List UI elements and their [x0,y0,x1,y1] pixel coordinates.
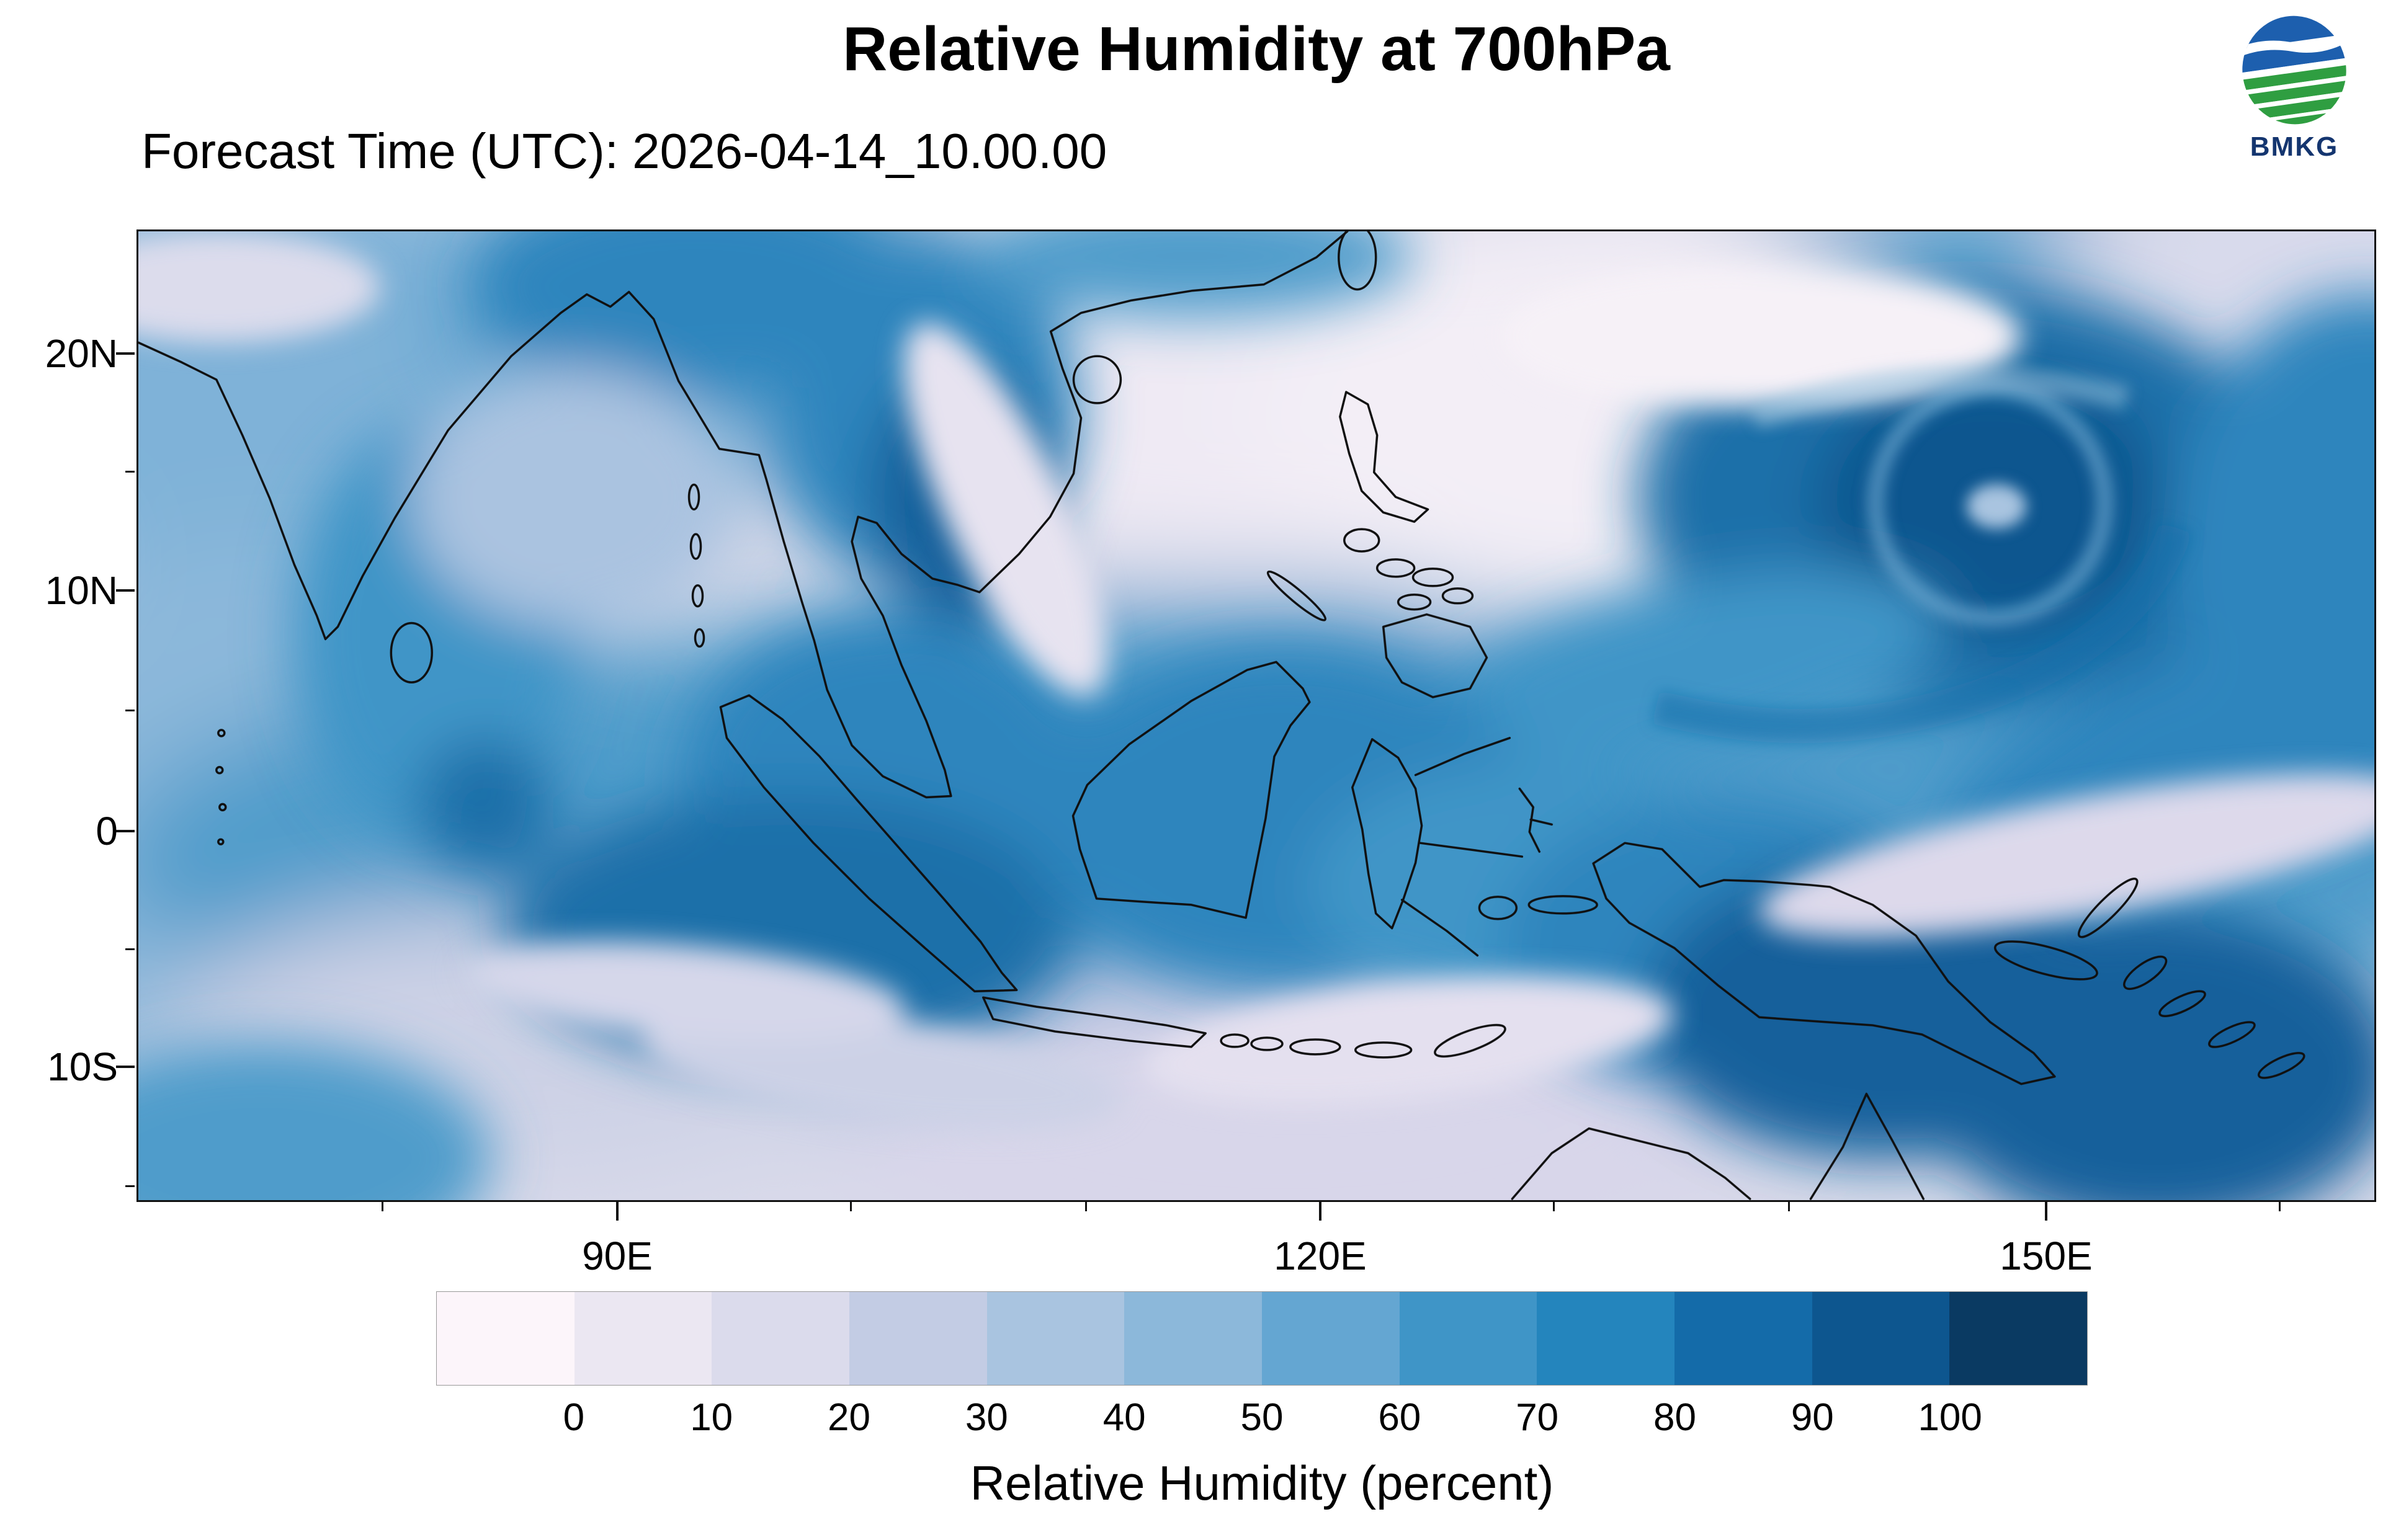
lat-tick [116,830,135,832]
colorbar-swatch [1537,1292,1675,1385]
lon-label-90e: 90E [582,1234,653,1278]
colorbar-swatch [1124,1292,1263,1385]
colorbar-tick: 10 [690,1396,733,1439]
humidity-filaments [138,231,2374,1132]
colorbar-tick: 100 [1918,1396,1982,1439]
lat-label-10s: 10S [47,1044,118,1089]
colorbar-swatch [1262,1292,1400,1385]
lon-minor-tick [1553,1202,1555,1211]
lon-tick [616,1202,619,1221]
colorbar-tick: 90 [1791,1396,1834,1439]
lat-minor-tick [125,948,135,950]
lon-minor-tick [850,1202,852,1211]
lon-minor-tick [2279,1202,2281,1211]
colorbar-swatch [1812,1292,1950,1385]
lat-label-10n: 10N [45,568,118,613]
lon-label-150e: 150E [2000,1234,2093,1278]
coastlines [138,231,2305,1200]
colorbar-swatch [1399,1292,1537,1385]
bmkg-logo-text: BMKG [2250,131,2339,162]
colorbar-swatch [1949,1292,2088,1385]
lon-minor-tick [382,1202,383,1211]
colorbar-caption: Relative Humidity (percent) [970,1456,1554,1510]
bmkg-logo: BMKG [2223,11,2366,162]
humidity-field-map [138,231,2374,1200]
lat-tick [116,1066,135,1068]
colorbar-tick: 60 [1378,1396,1421,1439]
lat-label-0: 0 [96,809,118,853]
colorbar-swatch [986,1292,1125,1385]
lat-tick [116,589,135,592]
colorbar-swatch [437,1292,575,1385]
lon-label-120e: 120E [1274,1234,1367,1278]
colorbar-swatch [1674,1292,1812,1385]
lon-minor-tick [1085,1202,1087,1211]
lon-tick [2045,1202,2047,1221]
map-plot: 20N 10N 0 10S 90E 120E 150E [45,229,2376,1278]
lat-minor-tick [125,471,135,473]
lat-label-20n: 20N [45,331,118,376]
bmkg-logo-icon [2235,11,2353,129]
colorbar-tick: 30 [965,1396,1008,1439]
colorbar-tick: 50 [1240,1396,1284,1439]
cyclone-swirl [1652,365,2193,743]
colorbar-tick: 80 [1653,1396,1696,1439]
lon-tick [1319,1202,1321,1221]
colorbar-tick: 70 [1516,1396,1559,1439]
colorbar-swatch [574,1292,712,1385]
lat-minor-tick [125,1185,135,1187]
colorbar-swatches [436,1291,2088,1386]
map-frame [136,229,2376,1202]
colorbar-tick: 40 [1102,1396,1146,1439]
lat-minor-tick [125,710,135,711]
colorbar-tick: 20 [828,1396,870,1439]
lon-minor-tick [1788,1202,1790,1211]
page-title: Relative Humidity at 700hPa [843,14,1670,84]
colorbar: 0 10 20 30 40 50 60 70 80 90 100 Relativ… [436,1291,2088,1511]
colorbar-tick: 0 [563,1396,585,1439]
lat-tick [116,352,135,355]
colorbar-tick-labels: 0 10 20 30 40 50 60 70 80 90 100 [436,1386,2088,1439]
colorbar-swatch [849,1292,987,1385]
colorbar-swatch [712,1292,850,1385]
forecast-time-label: Forecast Time (UTC): 2026-04-14_10.00.00 [141,123,1107,179]
